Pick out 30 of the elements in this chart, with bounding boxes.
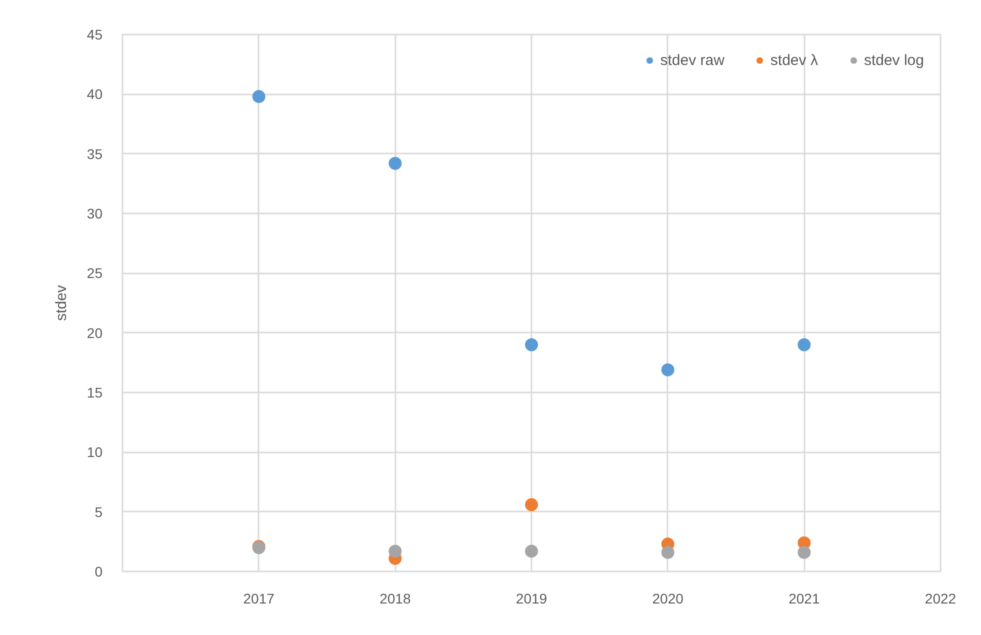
x-tick-label: 2017 <box>243 590 275 606</box>
point <box>525 498 538 512</box>
point <box>798 338 811 352</box>
legend-label: stdev log <box>864 52 924 68</box>
point <box>388 544 402 558</box>
point <box>661 363 674 376</box>
y-tick-label: 15 <box>86 384 103 400</box>
y-tick-label: 45 <box>86 26 103 42</box>
y-tick-label: 25 <box>86 265 103 282</box>
y-tick-label: 40 <box>86 86 103 102</box>
point <box>525 544 538 558</box>
y-tick-label: 20 <box>86 324 103 341</box>
x-tick-label: 2019 <box>516 590 548 606</box>
y-axis-title: stdev <box>52 284 70 321</box>
point <box>388 156 402 170</box>
y-tick-label: 10 <box>86 444 103 460</box>
legend-label: stdev λ <box>770 52 818 68</box>
x-tick-label: 2021 <box>788 590 820 606</box>
x-tick-label: 2020 <box>652 590 684 606</box>
point <box>798 546 811 559</box>
y-tick-label: 35 <box>86 146 103 162</box>
y-tick-label: 5 <box>94 504 103 520</box>
point <box>525 338 538 352</box>
x-tick-label: 2018 <box>380 590 411 606</box>
x-tick-label: 2022 <box>924 590 956 606</box>
legend-label: stdev raw <box>660 52 724 68</box>
point <box>661 546 674 559</box>
y-tick-label: 0 <box>94 564 103 580</box>
y-tick-label: 30 <box>86 206 103 222</box>
point <box>252 90 266 104</box>
